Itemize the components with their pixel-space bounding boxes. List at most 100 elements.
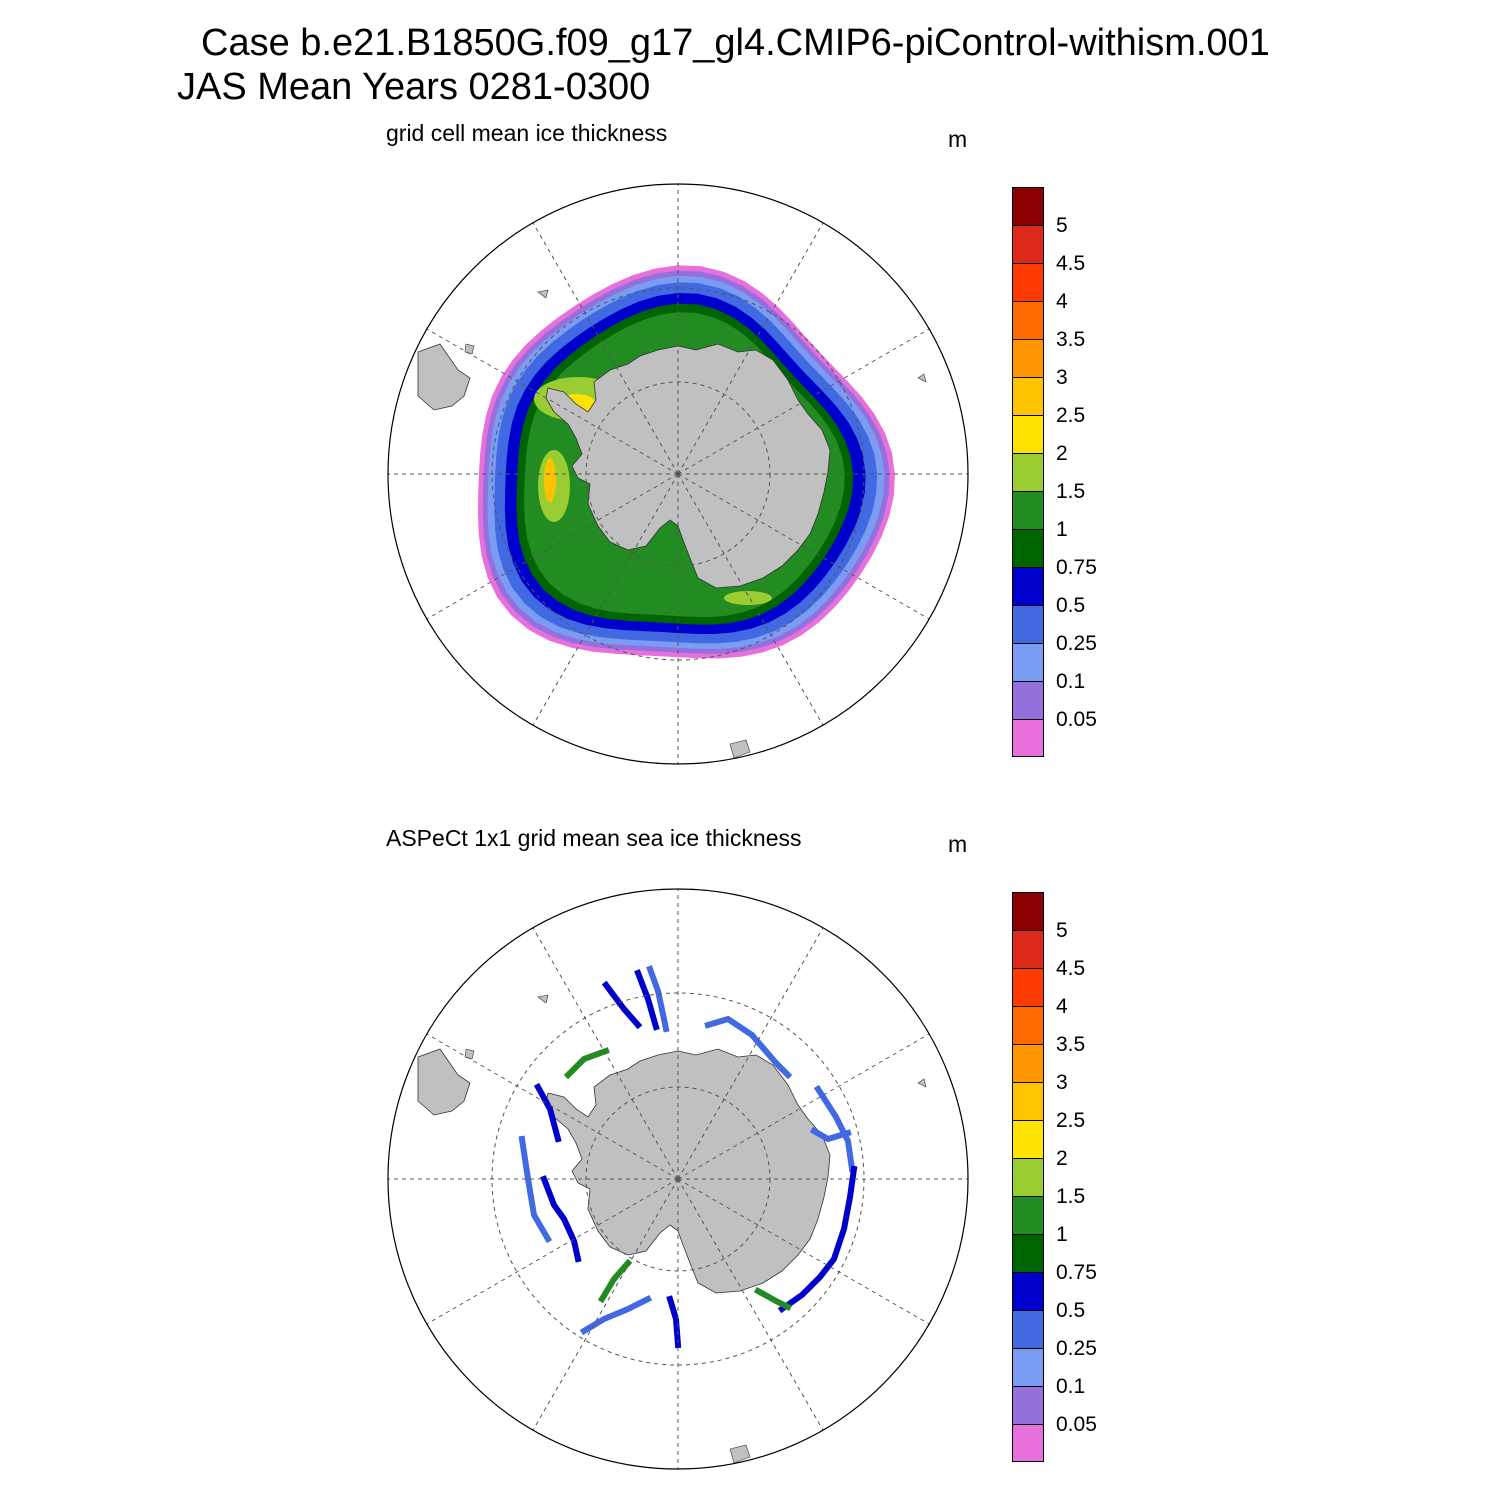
panel2-title: ASPeCt 1x1 grid mean sea ice thickness [386,825,802,851]
ship-track [809,1126,852,1143]
map1-antarctica [545,343,831,589]
map1-content [417,265,927,759]
colorbar-label: 5 [1056,214,1068,237]
colorbar-swatch [1012,930,1044,968]
figure-title-line1: Case b.e21.B1850G.f09_g17_gl4.CMIP6-piCo… [201,22,1270,64]
colorbar-swatch [1012,681,1044,719]
colorbar-swatch [1012,1120,1044,1158]
colorbar-label: 0.1 [1056,670,1086,693]
ship-track [753,1286,793,1312]
ship-track [563,1047,610,1080]
ice-band [544,458,556,502]
ship-track [704,1015,793,1080]
map2-parallel [491,992,865,1366]
colorbar-label: 2.5 [1056,404,1086,427]
colorbar-swatch [1012,1044,1044,1082]
ship-track [634,969,660,1031]
map1-meridian [677,473,824,726]
map1-island [464,343,475,355]
colorbar-swatch [1012,719,1044,757]
ship-track [518,1135,553,1244]
colorbar-label: 0.75 [1056,1261,1097,1284]
map2-antarctica [545,1048,831,1294]
panel2-units: m [948,831,968,857]
map2-meridian [677,1178,930,1325]
map2-meridian [532,927,679,1180]
map2-graticule [388,889,968,1469]
colorbar-swatch [1012,453,1044,491]
colorbar-swatch [1012,491,1044,529]
panel2-map [387,888,969,1470]
colorbar-label: 4 [1056,995,1068,1018]
colorbar-swatch [1012,1424,1044,1462]
colorbar-label: 4.5 [1056,957,1086,980]
colorbar-swatch [1012,892,1044,930]
colorbar-label: 0.25 [1056,1337,1097,1360]
colorbar-label: 2.5 [1056,1109,1086,1132]
colorbar-swatch [1012,301,1044,339]
map1-meridian [426,473,679,620]
colorbar-swatch [1012,1348,1044,1386]
colorbar-swatch [1012,529,1044,567]
map1-parallel [491,287,865,661]
map1-meridian [677,222,824,475]
ship-track [597,1258,633,1304]
ship-track [579,1294,653,1336]
map1-island [537,289,549,299]
colorbar-swatch [1012,968,1044,1006]
ship-track [646,965,670,1033]
map1-island [729,739,751,759]
panel2-colorbar: 5 4.5 4 3.5 3 2.5 2 1.5 1 0.75 0.5 0.25 0.1 0.05 [1012,892,1132,1464]
figure-title-line2: JAS Mean Years 0281-0300 [177,66,651,108]
colorbar-swatch [1012,187,1044,225]
ship-track [777,1165,858,1314]
colorbar-label: 4.5 [1056,252,1086,275]
colorbar-label: 2 [1056,442,1068,465]
colorbar-label: 3 [1056,366,1068,389]
map1-graticule [388,184,968,764]
colorbar-swatch [1012,1158,1044,1196]
map2-meridian [677,1033,930,1180]
colorbar-label: 5 [1056,919,1068,942]
colorbar-swatch [1012,225,1044,263]
colorbar-label: 2 [1056,1147,1068,1170]
colorbar-swatch [1012,1310,1044,1348]
map1-meridian [677,473,930,620]
colorbar-label: 0.75 [1056,556,1097,579]
colorbar-swatch [1012,1234,1044,1272]
map2-parallel [585,1086,771,1272]
colorbar-swatch [1012,1196,1044,1234]
map1-south-america [417,343,471,411]
colorbar-swatch [1012,415,1044,453]
panel1-units: m [948,126,968,152]
colorbar-swatch [1012,1272,1044,1310]
colorbar-swatch [1012,377,1044,415]
ship-track [533,1082,562,1143]
ship-track [601,980,643,1030]
colorbar-swatch [1012,263,1044,301]
map1-meridian [426,328,679,475]
colorbar-label: 1.5 [1056,480,1086,503]
map1-boundary [387,183,969,765]
map2-island [464,1048,475,1060]
colorbar-label: 0.05 [1056,1413,1097,1436]
colorbar-swatch [1012,567,1044,605]
panel1-map [387,183,969,765]
colorbar-swatch [1012,605,1044,643]
colorbar-label: 0.05 [1056,708,1097,731]
colorbar-label: 0.5 [1056,594,1086,617]
map1-meridian [532,473,679,726]
panel1-colorbar: 5 4.5 4 3.5 3 2.5 2 1.5 1 0.75 0.5 0.25 0.1 0.05 [1012,187,1132,759]
map2-island [537,994,549,1004]
colorbar-label: 4 [1056,290,1068,313]
ship-track [540,1175,582,1263]
ice-band [724,591,772,605]
colorbar-label: 1 [1056,1223,1068,1246]
map1-parallel [585,381,771,567]
panel1-title: grid cell mean ice thickness [386,120,668,146]
colorbar-swatch [1012,1082,1044,1120]
map2-meridian [426,1033,679,1180]
map2-meridian [677,927,824,1180]
colorbar-label: 0.25 [1056,632,1097,655]
map2-meridian [532,1178,679,1431]
